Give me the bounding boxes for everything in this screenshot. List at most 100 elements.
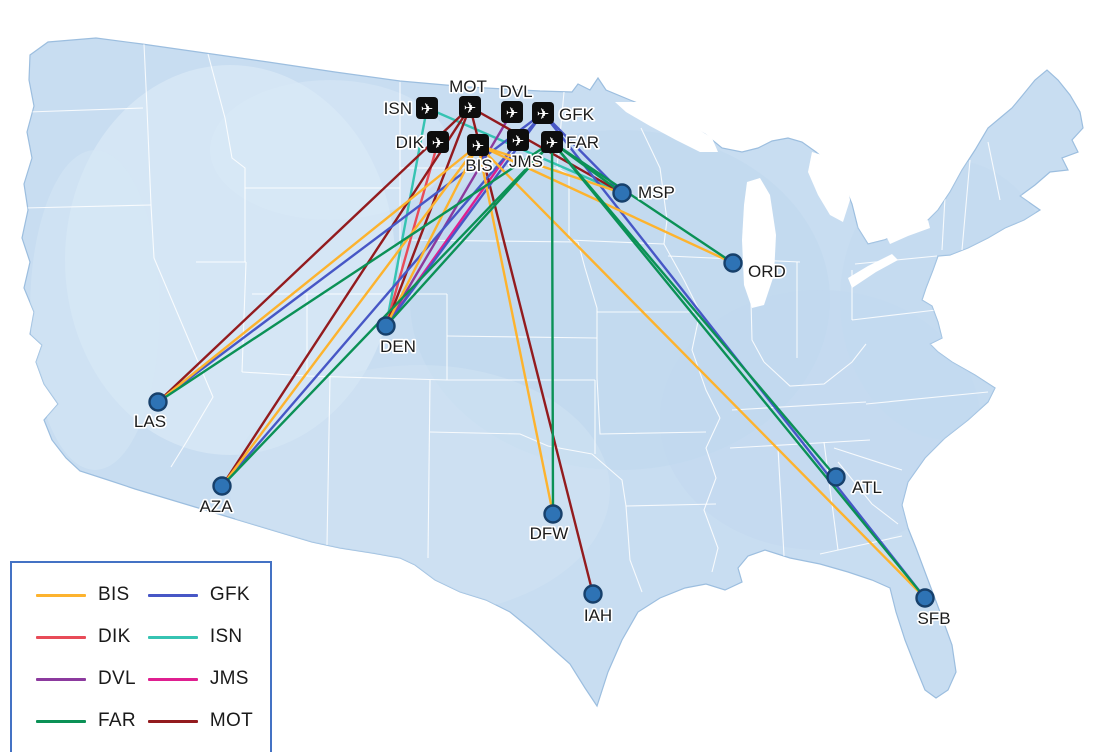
origin-label-dvl: DVL: [499, 82, 532, 101]
origin-marker-dvl[interactable]: ✈: [501, 101, 523, 123]
destination-marker-den[interactable]: [376, 316, 396, 336]
legend-item-dvl: DVL: [36, 668, 136, 690]
lake-michigan: [742, 178, 776, 308]
airplane-icon: ✈: [421, 100, 434, 118]
destination-label-msp: MSP: [638, 183, 675, 202]
legend-swatch-bis: [36, 593, 86, 597]
destination-label-sfb: SFB: [917, 609, 950, 628]
origin-marker-box: [416, 97, 438, 119]
legend-label-mot: MOT: [209, 710, 253, 731]
routes-layer: [156, 105, 927, 600]
legend-label-isn: ISN: [209, 626, 243, 647]
route-line-far-las: [156, 140, 554, 404]
airplane-icon: ✈: [472, 137, 485, 155]
origin-marker-far[interactable]: ✈: [541, 131, 563, 153]
legend-item-isn: ISN: [147, 626, 253, 648]
legend-item-jms: JMS: [147, 668, 253, 690]
airplane-icon: ✈: [512, 132, 525, 150]
route-line-mot-las: [156, 105, 472, 404]
origin-marker-box: [501, 101, 523, 123]
markers-layer: MSP ORD DEN LAS AZA DFW IAH ATL SFB ✈ ISN ✈ MOT ✈ DVL ✈…: [132, 75, 952, 629]
legend-swatch-mot: [147, 719, 198, 723]
origin-marker-box: [459, 96, 481, 118]
route-line-bis-aza: [220, 143, 480, 488]
legend-item-mot: MOT: [147, 710, 253, 732]
destination-marker-ord[interactable]: [723, 253, 743, 273]
origin-label-isn: ISN: [384, 99, 412, 118]
origin-marker-box: [541, 131, 563, 153]
lake-erie: [848, 254, 898, 288]
destination-marker-atl[interactable]: [826, 467, 846, 487]
origin-marker-box: [532, 102, 554, 124]
destination-marker-sfb[interactable]: [915, 588, 935, 608]
airplane-icon: ✈: [537, 105, 550, 123]
origin-label-gfk: GFK: [559, 105, 595, 124]
origin-marker-box: [427, 131, 449, 153]
legend-label-far: FAR: [98, 710, 136, 731]
origin-marker-jms[interactable]: ✈: [507, 129, 529, 151]
legend-label-jms: JMS: [209, 668, 249, 689]
legend-swatch-dik: [36, 635, 86, 639]
route-line-far-den: [384, 140, 554, 328]
destination-marker-aza[interactable]: [212, 476, 232, 496]
legend-item-dik: DIK: [36, 626, 136, 648]
route-line-mot-iah: [468, 105, 595, 596]
airplane-icon: ✈: [432, 134, 445, 152]
legend-swatch-dvl: [36, 677, 86, 681]
lake-ontario: [886, 220, 930, 244]
legend-swatch-isn: [147, 635, 198, 639]
route-line-far-atl: [550, 140, 838, 479]
origin-marker-box: [507, 129, 529, 151]
destination-label-ord: ORD: [748, 262, 786, 281]
airplane-icon: ✈: [506, 104, 519, 122]
origin-label-dik: DIK: [396, 133, 425, 152]
origin-marker-dik[interactable]: ✈: [427, 131, 449, 153]
airplane-icon: ✈: [464, 99, 477, 117]
origin-marker-mot[interactable]: ✈: [459, 96, 481, 118]
origin-label-far: FAR: [566, 133, 599, 152]
legend-swatch-gfk: [147, 593, 198, 597]
route-line-isn-den: [384, 106, 429, 328]
route-line-far-ord: [550, 140, 735, 265]
route-line-bis-den: [384, 143, 480, 328]
destination-label-iah: IAH: [584, 606, 612, 625]
route-line-far-aza: [220, 140, 554, 488]
route-line-gfk-las: [156, 111, 545, 404]
legend-swatch-far: [36, 719, 86, 723]
destination-label-aza: AZA: [199, 497, 233, 516]
origin-marker-bis[interactable]: ✈: [467, 134, 489, 156]
legend-label-dvl: DVL: [98, 668, 136, 689]
legend-item-bis: BIS: [36, 584, 136, 606]
legend-label-bis: BIS: [98, 584, 130, 605]
airplane-icon: ✈: [546, 134, 559, 152]
route-line-mot-den: [384, 105, 472, 328]
legend-item-far: FAR: [36, 710, 136, 732]
origin-marker-box: [467, 134, 489, 156]
route-line-far-sfb: [550, 140, 927, 600]
route-line-bis-las: [156, 143, 480, 404]
origin-label-jms: JMS: [509, 152, 543, 171]
destination-marker-las[interactable]: [148, 392, 168, 412]
origin-label-bis: BIS: [465, 156, 492, 175]
route-line-far-dfw: [550, 140, 555, 516]
legend: BIS GFK DIK ISN DVL JMS FAR MOT: [10, 561, 272, 752]
destination-label-las: LAS: [134, 412, 166, 431]
lake-superior: [615, 102, 718, 152]
destination-marker-msp[interactable]: [612, 183, 632, 203]
route-line-bis-msp: [476, 143, 624, 195]
destination-marker-iah[interactable]: [583, 584, 603, 604]
legend-label-gfk: GFK: [209, 584, 250, 605]
great-lakes: [615, 102, 930, 308]
legend-label-dik: DIK: [98, 626, 131, 647]
legend-item-gfk: GFK: [147, 584, 253, 606]
destination-marker-dfw[interactable]: [543, 504, 563, 524]
origin-marker-isn[interactable]: ✈: [416, 97, 438, 119]
lake-huron: [808, 152, 850, 222]
route-line-dvl-den: [384, 110, 514, 328]
origin-label-mot: MOT: [449, 77, 487, 96]
destination-label-atl: ATL: [852, 478, 882, 497]
legend-swatch-jms: [147, 677, 198, 681]
origin-marker-gfk[interactable]: ✈: [532, 102, 554, 124]
